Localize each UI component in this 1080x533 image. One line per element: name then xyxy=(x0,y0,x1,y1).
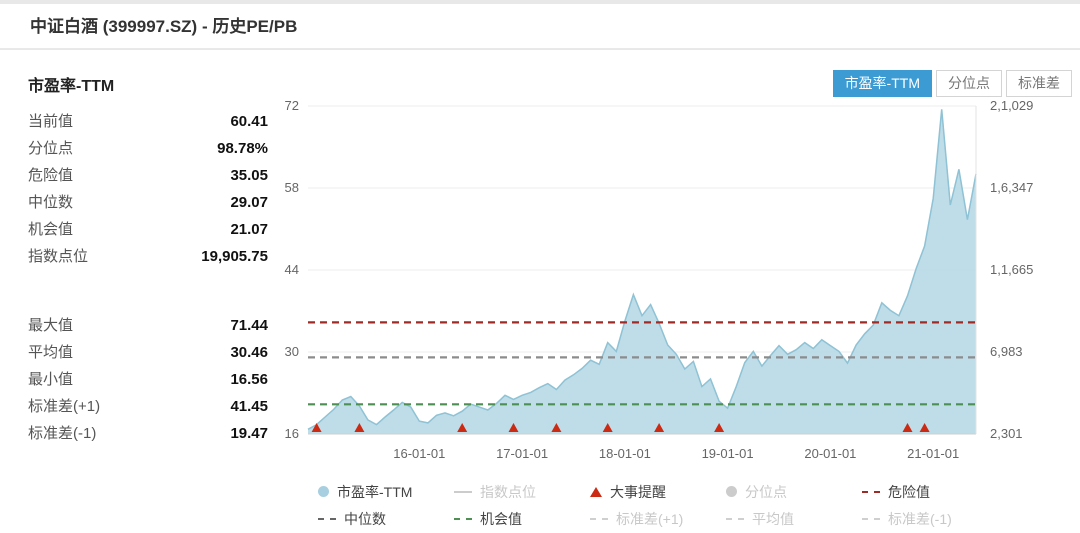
danger-dashed-icon xyxy=(862,490,880,493)
svg-text:20-01-01: 20-01-01 xyxy=(804,446,856,461)
stat-row-percentile: 分位点 98.78% xyxy=(28,135,268,162)
svg-text:6,983: 6,983 xyxy=(990,344,1023,359)
pe-history-chart: 16 2,301 30 6,983 44 1,1,665 58 1,6,347 72 2,1,02… xyxy=(285,98,1034,461)
median-dashed-icon xyxy=(318,517,336,520)
legend-label: 中位数 xyxy=(344,510,386,527)
stat-label: 危险值 xyxy=(28,167,74,184)
legend-item-percentile[interactable]: 分位点 xyxy=(726,482,862,502)
legend-item-mean[interactable]: 平均值 xyxy=(726,509,862,529)
index-level-line-icon xyxy=(454,490,472,493)
stat-value: 41.45 xyxy=(230,398,268,415)
stat-row-mean: 平均值 30.46 xyxy=(28,339,268,366)
stat-value: 71.44 xyxy=(230,317,268,334)
stat-label: 标准差(-1) xyxy=(28,425,97,442)
svg-text:19-01-01: 19-01-01 xyxy=(702,446,754,461)
stat-row-opportunity: 机会值 21.07 xyxy=(28,216,268,243)
legend-item-median[interactable]: 中位数 xyxy=(318,509,454,529)
legend-item-stddev-plus1[interactable]: 标准差(+1) xyxy=(590,509,726,529)
stddev-minus1-dashed-icon xyxy=(862,517,880,520)
stats-current-group: 当前值 60.41 分位点 98.78% 危险值 35.05 中位数 29.07… xyxy=(28,108,268,270)
stat-value: 29.07 xyxy=(230,194,268,211)
stat-row-min: 最小值 16.56 xyxy=(28,366,268,393)
legend-label: 指数点位 xyxy=(480,483,536,500)
legend-item-danger[interactable]: 危险值 xyxy=(862,482,998,502)
stat-label: 最大值 xyxy=(28,317,74,334)
svg-text:18-01-01: 18-01-01 xyxy=(599,446,651,461)
stat-label: 当前值 xyxy=(28,113,74,130)
svg-text:30: 30 xyxy=(285,344,299,359)
legend-label: 危险值 xyxy=(888,483,930,500)
legend-label: 平均值 xyxy=(752,510,794,527)
legend-label: 市盈率-TTM xyxy=(337,483,413,500)
legend-item-event-alert[interactable]: 大事提醒 xyxy=(590,482,726,502)
stat-value: 60.41 xyxy=(230,113,268,130)
metric-tabs: 市盈率-TTM 分位点 标准差 xyxy=(829,70,1072,97)
stats-summary-group: 最大值 71.44 平均值 30.46 最小值 16.56 标准差(+1) 41… xyxy=(28,312,268,447)
opportunity-dashed-icon xyxy=(454,517,472,520)
svg-text:16: 16 xyxy=(285,426,299,441)
stat-label: 分位点 xyxy=(28,140,74,157)
stat-row-index-level: 指数点位 19,905.75 xyxy=(28,243,268,270)
stat-row-median: 中位数 29.07 xyxy=(28,189,268,216)
svg-text:21-01-01: 21-01-01 xyxy=(907,446,959,461)
tab-percentile[interactable]: 分位点 xyxy=(936,70,1002,97)
page-title: 中证白酒 (399997.SZ) - 历史PE/PB xyxy=(30,17,298,36)
main-content: 市盈率-TTM 当前值 60.41 分位点 98.78% 危险值 35.05 中… xyxy=(0,50,1080,533)
stat-row-stddev-plus1: 标准差(+1) 41.45 xyxy=(28,393,268,420)
mean-dashed-icon xyxy=(726,517,744,520)
metric-panel-title: 市盈率-TTM xyxy=(28,78,115,95)
stat-value: 19.47 xyxy=(230,425,268,442)
chart-legend: 市盈率-TTM 指数点位 大事提醒 分位点 危险值中位数 机会值 标准差(+1) 平均值 标准差… xyxy=(318,478,1008,532)
tab-pe-ttm[interactable]: 市盈率-TTM xyxy=(832,70,932,97)
legend-item-index-level[interactable]: 指数点位 xyxy=(454,482,590,502)
stat-label: 指数点位 xyxy=(28,248,89,265)
tab-stddev[interactable]: 标准差 xyxy=(1006,70,1072,97)
svg-text:2,301: 2,301 xyxy=(990,426,1023,441)
legend-item-opportunity[interactable]: 机会值 xyxy=(454,509,590,529)
stat-label: 平均值 xyxy=(28,344,74,361)
stat-value: 35.05 xyxy=(230,167,268,184)
svg-text:44: 44 xyxy=(285,262,299,277)
event-alert-triangle-icon xyxy=(590,486,602,497)
legend-item-pe-ttm[interactable]: 市盈率-TTM xyxy=(318,482,454,502)
stat-value: 16.56 xyxy=(230,371,268,388)
stat-value: 98.78% xyxy=(217,140,268,157)
legend-item-stddev-minus1[interactable]: 标准差(-1) xyxy=(862,509,998,529)
stddev-plus1-dashed-icon xyxy=(590,517,608,520)
svg-text:1,6,347: 1,6,347 xyxy=(990,180,1033,195)
svg-text:16-01-01: 16-01-01 xyxy=(393,446,445,461)
stat-row-current: 当前值 60.41 xyxy=(28,108,268,135)
stat-row-max: 最大值 71.44 xyxy=(28,312,268,339)
stat-value: 19,905.75 xyxy=(201,248,268,265)
stat-value: 21.07 xyxy=(230,221,268,238)
stat-label: 标准差(+1) xyxy=(28,398,101,415)
stat-value: 30.46 xyxy=(230,344,268,361)
svg-text:2,1,029: 2,1,029 xyxy=(990,98,1033,113)
percentile-circle-icon xyxy=(726,486,737,497)
legend-label: 分位点 xyxy=(745,483,787,500)
legend-label: 大事提醒 xyxy=(610,483,666,500)
legend-row: 市盈率-TTM 指数点位 大事提醒 分位点 危险值 xyxy=(318,478,1008,505)
legend-row: 中位数 机会值 标准差(+1) 平均值 标准差(-1) xyxy=(318,505,1008,532)
stat-row-stddev-minus1: 标准差(-1) 19.47 xyxy=(28,420,268,447)
stat-label: 机会值 xyxy=(28,221,74,238)
legend-label: 标准差(-1) xyxy=(888,510,952,527)
svg-text:58: 58 xyxy=(285,180,299,195)
svg-text:17-01-01: 17-01-01 xyxy=(496,446,548,461)
svg-text:1,1,665: 1,1,665 xyxy=(990,262,1033,277)
stat-label: 中位数 xyxy=(28,194,74,211)
legend-label: 机会值 xyxy=(480,510,522,527)
legend-label: 标准差(+1) xyxy=(616,510,684,527)
svg-text:72: 72 xyxy=(285,98,299,113)
titlebar: 中证白酒 (399997.SZ) - 历史PE/PB xyxy=(0,4,1080,49)
stat-row-danger: 危险值 35.05 xyxy=(28,162,268,189)
pe-ttm-circle-icon xyxy=(318,486,329,497)
stat-label: 最小值 xyxy=(28,371,74,388)
